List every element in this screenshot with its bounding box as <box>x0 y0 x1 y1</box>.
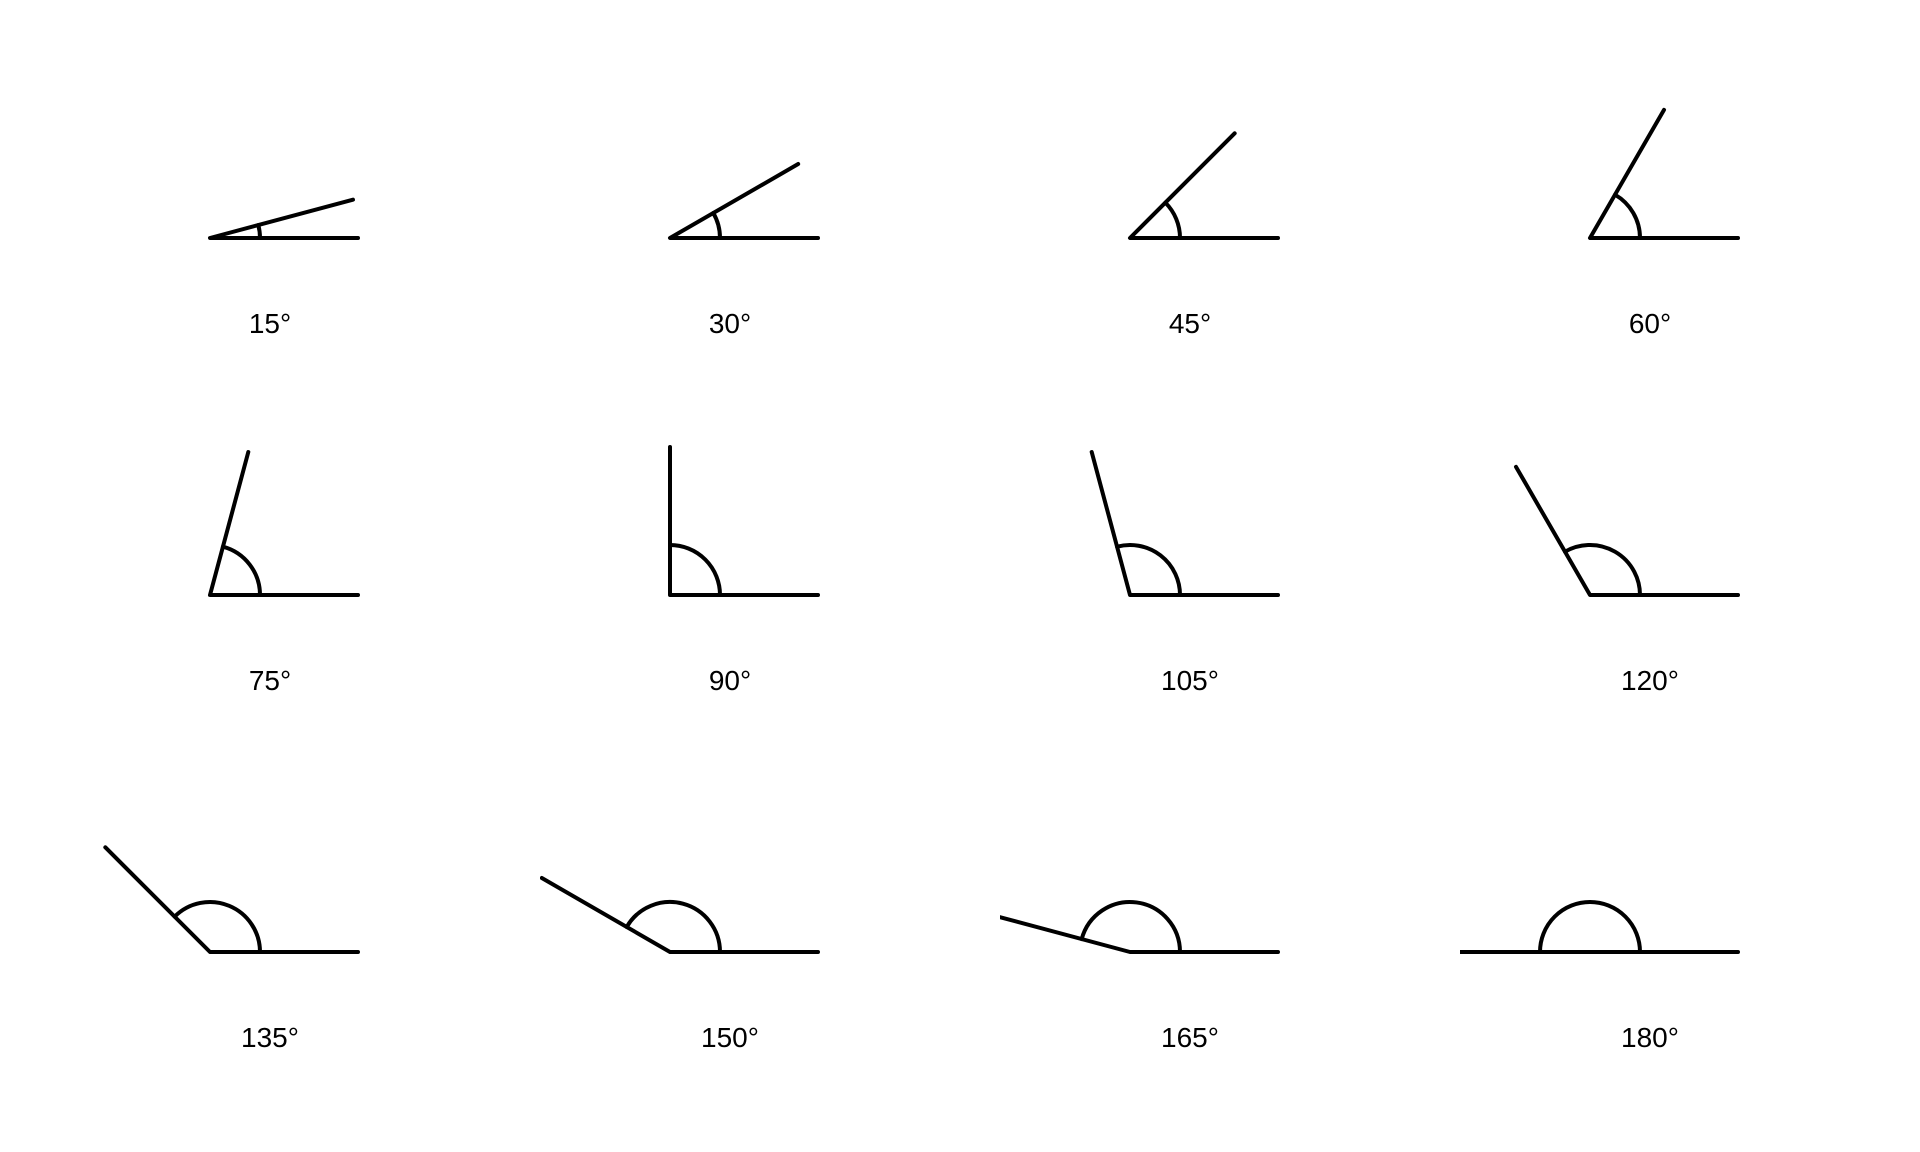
angle-diagram-150 <box>540 772 920 1012</box>
angle-cell-60: 60° <box>1420 20 1880 377</box>
angle-label-180: 180° <box>1621 1022 1679 1054</box>
angle-diagram-45 <box>1000 58 1380 298</box>
angle-grid: 15° 30° 45° 60° 75° 90° 105° 120° 135° 150° 165° 18… <box>0 0 1920 1152</box>
angle-label-90: 90° <box>709 665 751 697</box>
angle-diagram-60 <box>1460 58 1840 298</box>
angle-label-105: 105° <box>1161 665 1219 697</box>
angle-diagram-120 <box>1460 415 1840 655</box>
angle-label-75: 75° <box>249 665 291 697</box>
angle-label-120: 120° <box>1621 665 1679 697</box>
angle-diagram-135 <box>80 772 460 1012</box>
angle-label-60: 60° <box>1629 308 1671 340</box>
angle-label-135: 135° <box>241 1022 299 1054</box>
angle-cell-90: 90° <box>500 377 960 734</box>
angle-label-15: 15° <box>249 308 291 340</box>
angle-diagram-90 <box>540 415 920 655</box>
angle-cell-75: 75° <box>40 377 500 734</box>
angle-diagram-75 <box>80 415 460 655</box>
angle-label-45: 45° <box>1169 308 1211 340</box>
angle-label-165: 165° <box>1161 1022 1219 1054</box>
angle-cell-105: 105° <box>960 377 1420 734</box>
angle-cell-45: 45° <box>960 20 1420 377</box>
angle-cell-30: 30° <box>500 20 960 377</box>
angle-cell-15: 15° <box>40 20 500 377</box>
angle-diagram-15 <box>80 58 460 298</box>
angle-diagram-105 <box>1000 415 1380 655</box>
angle-cell-120: 120° <box>1420 377 1880 734</box>
angle-diagram-165 <box>1000 772 1380 1012</box>
angle-cell-165: 165° <box>960 735 1420 1092</box>
angle-diagram-180 <box>1460 772 1840 1012</box>
angle-diagram-30 <box>540 58 920 298</box>
angle-cell-180: 180° <box>1420 735 1880 1092</box>
angle-label-150: 150° <box>701 1022 759 1054</box>
angle-cell-150: 150° <box>500 735 960 1092</box>
angle-cell-135: 135° <box>40 735 500 1092</box>
angle-label-30: 30° <box>709 308 751 340</box>
